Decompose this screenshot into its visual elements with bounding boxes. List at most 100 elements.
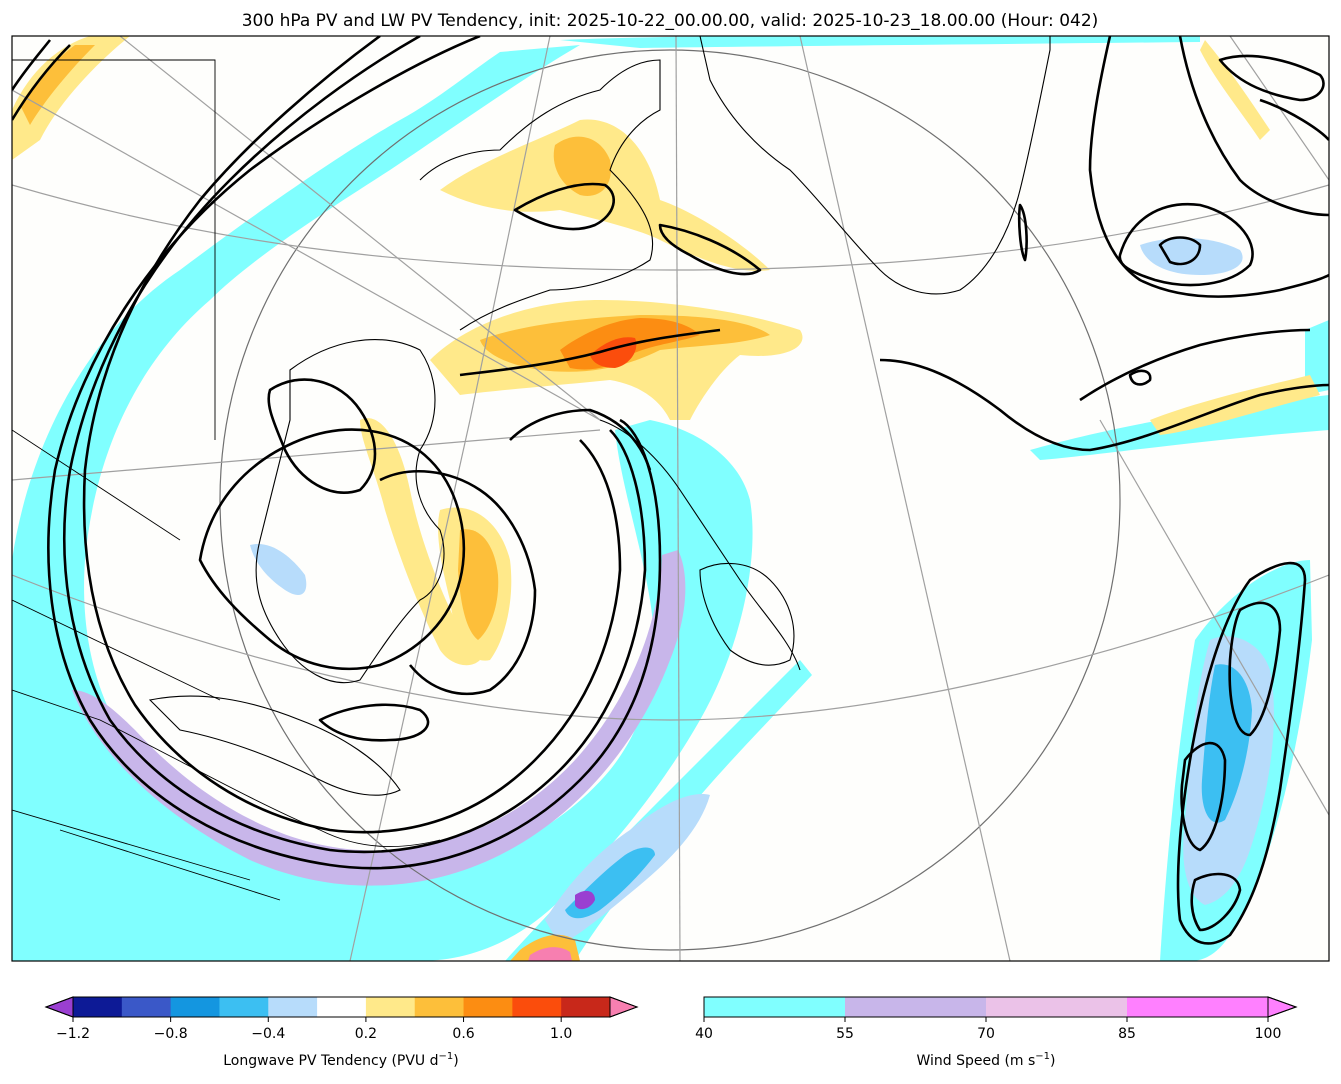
pv-colorbar-cell-4 bbox=[268, 997, 318, 1017]
pv-colorbar-tick-label-4: 0.6 bbox=[452, 1026, 474, 1042]
pv-contour-trough-3 bbox=[82, 36, 622, 834]
pv-contour-ring-a bbox=[509, 408, 652, 471]
border-west-1 bbox=[12, 429, 181, 541]
pv-colorbar-cell-8 bbox=[463, 997, 513, 1017]
jet-core-lavender bbox=[72, 550, 686, 886]
pv-contour-greenland-loop bbox=[1118, 202, 1254, 287]
wind-colorbar-cell-3 bbox=[1127, 997, 1269, 1017]
pv-contour-ne-3 bbox=[1259, 98, 1329, 141]
pv-contour-small-ne-1 bbox=[1017, 203, 1028, 262]
graticule-meridian-1 bbox=[12, 89, 601, 421]
pv-colorbar-tick-label-3: 0.2 bbox=[355, 1026, 377, 1042]
wind-speed-colorbar: 40 55 70 85 100 Wind Speed (m s−1) bbox=[695, 996, 1298, 1069]
pv-contour-west-edge bbox=[12, 44, 71, 121]
pv-colorbar-ticks: −1.2 −0.8 −0.4 0.2 0.6 1.0 bbox=[56, 1017, 572, 1042]
pv-colorbar-extend-min bbox=[44, 996, 74, 1018]
graticule-meridian-3 bbox=[12, 429, 601, 481]
pv-colorbar-cell-0 bbox=[73, 997, 123, 1017]
wind-colorbar-cell-0 bbox=[704, 997, 846, 1017]
coastline-hudson-bay bbox=[255, 339, 445, 684]
pv-contour-east-arm-2 bbox=[1079, 328, 1311, 402]
border-frame-nw bbox=[12, 59, 216, 440]
chart-title: 300 hPa PV and LW PV Tendency, init: 202… bbox=[242, 11, 1099, 31]
graticule-meridian-8 bbox=[1099, 419, 1329, 816]
pv-positive-greenland-arm bbox=[1200, 40, 1270, 140]
wind-colorbar-tick-label-2: 70 bbox=[977, 1026, 995, 1042]
wind-colorbar-ticks: 40 55 70 85 100 bbox=[695, 1017, 1281, 1042]
pv-colorbar-cell-3 bbox=[219, 997, 269, 1017]
pv-negative-west bbox=[250, 544, 307, 595]
wind-colorbar-tick-label-1: 55 bbox=[836, 1026, 854, 1042]
pv-contour-se-inner-3 bbox=[1190, 872, 1242, 932]
pv-contour-greenland-small bbox=[1158, 236, 1202, 266]
graticule-meridian-4 bbox=[349, 36, 551, 961]
wind-colorbar-tick-label-4: 100 bbox=[1255, 1026, 1282, 1042]
pv-colorbar-outline bbox=[44, 996, 639, 1018]
border-west-4 bbox=[59, 829, 281, 901]
pv-colorbar-tick-label-5: 1.0 bbox=[550, 1026, 572, 1042]
wind-colorbar-cell-1 bbox=[845, 997, 987, 1017]
wind-colorbar-tick-label-0: 40 bbox=[695, 1026, 713, 1042]
border-canada-us bbox=[12, 689, 441, 848]
pv-colorbar-cell-1 bbox=[121, 997, 172, 1017]
jet-streak-main bbox=[12, 45, 753, 961]
coastline-greenland bbox=[699, 36, 1051, 295]
wind-colorbar-tick-label-3: 85 bbox=[1118, 1026, 1136, 1042]
pv-atlantic-under bbox=[575, 890, 595, 910]
pv-contour-se-inner-2 bbox=[1180, 741, 1227, 852]
pv-colorbar-label: Longwave PV Tendency (PVU d−1) bbox=[223, 1051, 458, 1069]
pv-contour-ne-2 bbox=[1218, 54, 1325, 102]
pv-colorbar-cell-6 bbox=[365, 997, 416, 1017]
pv-mixed-southeast-core bbox=[1201, 664, 1252, 823]
graticule-circle-outer bbox=[219, 49, 1121, 951]
pv-colorbar-cells bbox=[44, 996, 639, 1018]
pv-contour-trough-outer bbox=[47, 36, 662, 870]
wind-colorbar-label: Wind Speed (m s−1) bbox=[916, 1051, 1055, 1069]
pv-contour-se-inner bbox=[1228, 601, 1282, 737]
pv-positive-baffin bbox=[440, 119, 770, 271]
wind-colorbar-outline bbox=[703, 996, 1298, 1018]
pv-colorbar-extend-max bbox=[609, 996, 639, 1018]
pv-positive-james-bay bbox=[360, 418, 480, 666]
pv-contours bbox=[12, 36, 1329, 945]
pv-contour-baffin-east bbox=[658, 223, 762, 276]
wind-colorbar-extend-max bbox=[1267, 996, 1298, 1018]
graticule-meridian-2 bbox=[119, 36, 601, 421]
coastline-newfoundland bbox=[699, 562, 795, 666]
pv-contour-east-arm bbox=[879, 358, 1329, 452]
pv-contour-quebec-lobe bbox=[379, 470, 537, 696]
pv-colorbar-cell-7 bbox=[414, 997, 465, 1017]
pv-colorbar-cell-5 bbox=[317, 997, 367, 1017]
graticule-parallel-2 bbox=[12, 574, 1329, 721]
pv-contour-hudson-tongue bbox=[267, 378, 377, 494]
pv-contour-hudson-strait bbox=[459, 328, 721, 377]
coastline-labrador bbox=[599, 419, 801, 671]
border-west-3 bbox=[12, 809, 251, 881]
coastline-baffin bbox=[419, 59, 661, 331]
pv-colorbar-cell-10 bbox=[561, 997, 611, 1017]
pv-contour-small-ne-2 bbox=[1128, 369, 1152, 386]
pv-colorbar-tick-label-0: −1.2 bbox=[56, 1026, 90, 1042]
pv-positive-nw bbox=[12, 36, 130, 160]
pv-positive-baffin-core bbox=[553, 136, 611, 196]
graticule-meridian-6 bbox=[799, 36, 1011, 961]
pv-colorbar-cell-9 bbox=[512, 997, 562, 1017]
pv-colorbar-tick-label-2: −0.4 bbox=[251, 1026, 285, 1042]
jet-east-2 bbox=[1305, 320, 1329, 395]
jet-north-strip bbox=[560, 36, 1200, 48]
coastline-great-lakes bbox=[148, 695, 401, 796]
pv-contour-inner-loop bbox=[198, 428, 466, 671]
border-west-2 bbox=[12, 599, 221, 701]
pv-contour-baffin bbox=[513, 182, 615, 231]
map-panel bbox=[11, 35, 1330, 962]
pv-colorbar-tick-label-1: −0.8 bbox=[154, 1026, 188, 1042]
pv-contour-west-edge-2 bbox=[12, 39, 52, 91]
pv-negative-east bbox=[1140, 238, 1243, 275]
pv-colorbar-cell-2 bbox=[170, 997, 220, 1017]
pv-contour-lakes bbox=[318, 703, 430, 742]
coastlines bbox=[12, 36, 1051, 901]
wind-colorbar-cells bbox=[703, 996, 1298, 1018]
pv-contour-ne-1 bbox=[1178, 36, 1329, 217]
pv-positive-quebec-core bbox=[458, 529, 499, 640]
